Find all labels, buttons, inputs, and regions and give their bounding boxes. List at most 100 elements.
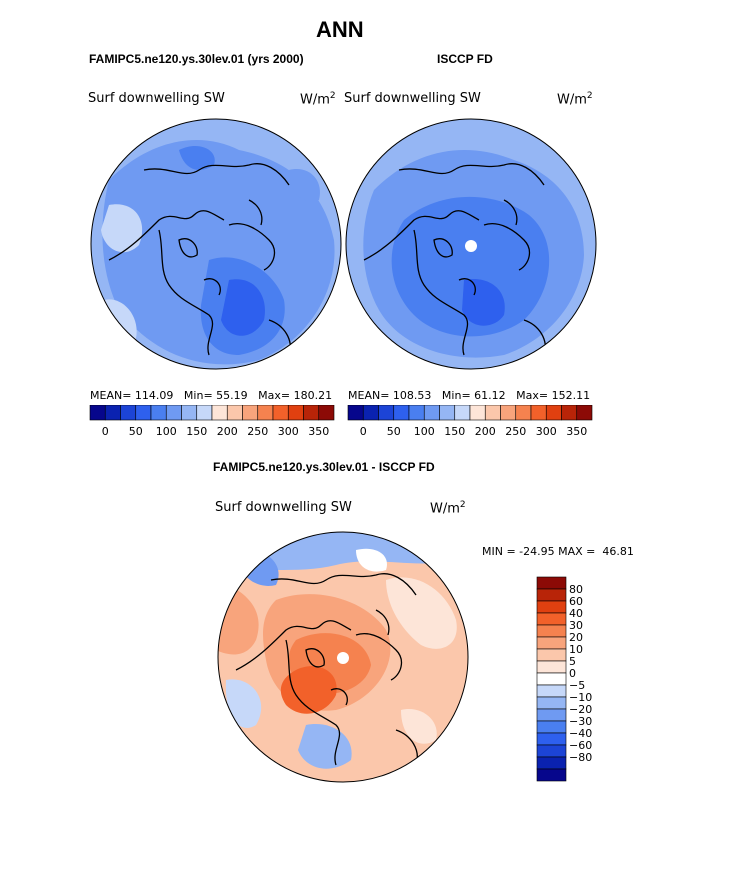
left-units-exp: 2 bbox=[329, 91, 336, 101]
right-colorbar-swatch bbox=[515, 405, 532, 421]
diff-colorbar-swatch bbox=[536, 660, 567, 674]
right-colorbar-swatch bbox=[561, 405, 578, 421]
diff-variable-label: Surf downwelling SW bbox=[215, 500, 352, 515]
left-colorbar-tick-label: 150 bbox=[186, 425, 207, 438]
diff-colorbar-swatch bbox=[536, 732, 567, 746]
right-colorbar-swatch bbox=[530, 405, 547, 421]
right-colorbar-tick-label: 0 bbox=[360, 425, 367, 438]
diff-colorbar-tick-label: −5 bbox=[569, 679, 585, 692]
diff-colorbar-tick-label: −20 bbox=[569, 703, 592, 716]
right-colorbar-tick-label: 300 bbox=[536, 425, 557, 438]
left-colorbar-swatch bbox=[120, 405, 137, 421]
diff-polar-map bbox=[217, 531, 469, 783]
left-min-label: Min= bbox=[183, 389, 213, 402]
diff-colorbar-tick-label: 5 bbox=[569, 655, 576, 668]
diff-colorbar-tick-label: −10 bbox=[569, 691, 592, 704]
right-units-base: W/m bbox=[557, 92, 587, 108]
figure-title: ANN bbox=[316, 17, 364, 42]
diff-colorbar-swatch bbox=[536, 576, 567, 590]
left-colorbar-swatch bbox=[318, 405, 335, 421]
left-colorbar-swatch bbox=[89, 405, 106, 421]
left-max-label: Max= bbox=[258, 389, 291, 402]
diff-colorbar-tick-label: −30 bbox=[569, 715, 592, 728]
left-colorbar-tick-label: 200 bbox=[217, 425, 238, 438]
right-colorbar-tick-label: 100 bbox=[414, 425, 435, 438]
right-colorbar-swatch bbox=[423, 405, 440, 421]
left-max-value: 180.21 bbox=[293, 389, 333, 402]
diff-units-base: W/m bbox=[430, 501, 460, 517]
left-polar-map bbox=[90, 118, 342, 370]
right-stats: MEAN= 108.53 Min= 61.12 Max= 152.11 bbox=[348, 389, 590, 402]
right-colorbar-swatch bbox=[545, 405, 562, 421]
left-colorbar-tick-label: 0 bbox=[102, 425, 109, 438]
left-colorbar-swatch bbox=[211, 405, 228, 421]
diff-colorbar-swatch bbox=[536, 696, 567, 710]
diff-colorbar-swatch bbox=[536, 708, 567, 722]
right-colorbar-tick-label: 50 bbox=[387, 425, 401, 438]
diff-colorbar-swatch bbox=[536, 612, 567, 626]
diff-colorbar-swatch bbox=[536, 636, 567, 650]
right-variable-label: Surf downwelling SW bbox=[344, 91, 481, 106]
right-colorbar-swatch bbox=[347, 405, 364, 421]
right-case-title: ISCCP FD bbox=[437, 52, 493, 66]
left-colorbar: 0 50 100 150 200 250 300 350 bbox=[89, 405, 335, 438]
left-mean-label: MEAN= bbox=[90, 389, 132, 402]
right-mean-label: MEAN= bbox=[348, 389, 390, 402]
left-colorbar-tick-label: 100 bbox=[156, 425, 177, 438]
diff-minmax: MIN = -24.95 MAX = 46.81 bbox=[482, 545, 634, 558]
diff-colorbar-tick-label: −80 bbox=[569, 751, 592, 764]
diff-colorbar-swatch bbox=[536, 648, 567, 662]
left-units-label: W/m2 bbox=[300, 91, 336, 107]
left-colorbar-swatch bbox=[104, 405, 121, 421]
diff-colorbar-swatch bbox=[536, 624, 567, 638]
diff-colorbar-swatch bbox=[536, 720, 567, 734]
right-colorbar-tick-label: 250 bbox=[505, 425, 526, 438]
left-colorbar-swatch bbox=[135, 405, 152, 421]
diff-colorbar-tick-label: 10 bbox=[569, 643, 583, 656]
diff-colorbar-tick-label: 40 bbox=[569, 607, 583, 620]
right-colorbar-swatch bbox=[393, 405, 410, 421]
left-colorbar-tick-label: 300 bbox=[278, 425, 299, 438]
right-max-value: 152.11 bbox=[551, 389, 591, 402]
left-case-title: FAMIPC5.ne120.ys.30lev.01 (yrs 2000) bbox=[89, 52, 304, 66]
right-colorbar-swatch bbox=[378, 405, 395, 421]
left-colorbar-swatch bbox=[226, 405, 243, 421]
right-min-value: 61.12 bbox=[474, 389, 506, 402]
right-colorbar-swatch bbox=[439, 405, 456, 421]
left-colorbar-swatch bbox=[272, 405, 289, 421]
left-units-base: W/m bbox=[300, 92, 330, 108]
left-colorbar-swatch bbox=[181, 405, 198, 421]
diff-colorbar-tick-label: 20 bbox=[569, 631, 583, 644]
left-colorbar-tick-label: 350 bbox=[308, 425, 329, 438]
left-variable-label: Surf downwelling SW bbox=[88, 91, 225, 106]
right-colorbar-swatch bbox=[362, 405, 379, 421]
diff-colorbar-tick-label: 30 bbox=[569, 619, 583, 632]
right-colorbar-swatch bbox=[500, 405, 517, 421]
diff-colorbar-tick-label: 60 bbox=[569, 595, 583, 608]
diff-colorbar-swatch bbox=[536, 756, 567, 770]
left-colorbar-tick-label: 50 bbox=[129, 425, 143, 438]
left-min-value: 55.19 bbox=[216, 389, 248, 402]
left-stats: MEAN= 114.09 Min= 55.19 Max= 180.21 bbox=[90, 389, 332, 402]
right-colorbar-swatch bbox=[469, 405, 486, 421]
right-max-label: Max= bbox=[516, 389, 549, 402]
right-colorbar-swatch bbox=[454, 405, 471, 421]
diff-colorbar-tick-label: −40 bbox=[569, 727, 592, 740]
diff-colorbar-tick-label: −60 bbox=[569, 739, 592, 752]
diff-colorbar-swatch bbox=[536, 600, 567, 614]
right-colorbar: 0 50 100 150 200 250 300 350 bbox=[347, 405, 593, 438]
right-colorbar-tick-label: 350 bbox=[566, 425, 587, 438]
right-mean-value: 108.53 bbox=[392, 389, 432, 402]
left-colorbar-swatch bbox=[257, 405, 274, 421]
right-colorbar-tick-label: 150 bbox=[444, 425, 465, 438]
right-min-label: Min= bbox=[441, 389, 471, 402]
diff-colorbar-tick-label: 80 bbox=[569, 583, 583, 596]
diff-colorbar-swatch bbox=[536, 768, 567, 782]
right-colorbar-swatch bbox=[576, 405, 593, 421]
left-colorbar-swatch bbox=[165, 405, 182, 421]
diff-colorbar-swatch bbox=[536, 588, 567, 602]
left-colorbar-swatch bbox=[242, 405, 259, 421]
left-colorbar-swatch bbox=[150, 405, 167, 421]
diff-units-exp: 2 bbox=[459, 500, 466, 510]
